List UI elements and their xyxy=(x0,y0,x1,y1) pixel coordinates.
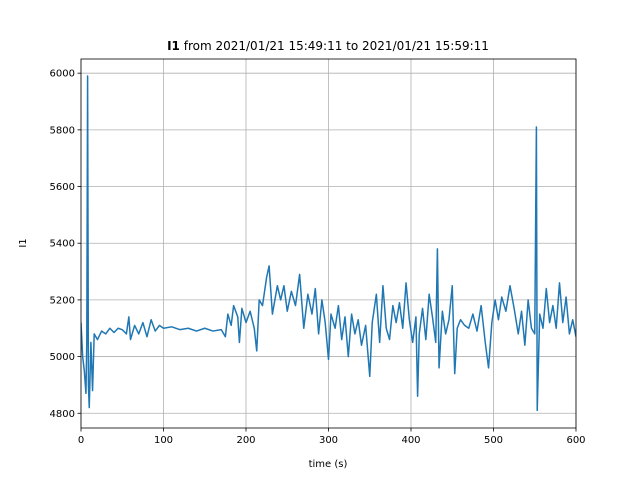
plot-frame xyxy=(80,58,577,429)
x-tick-label: 100 xyxy=(154,435,173,446)
y-tick-label: 5800 xyxy=(50,125,75,136)
line-series xyxy=(81,75,576,412)
y-tick-label: 5400 xyxy=(50,239,75,250)
x-tick-label: 300 xyxy=(319,435,338,446)
y-tick-label: 4800 xyxy=(50,409,75,420)
x-tick-label: 0 xyxy=(78,435,84,446)
x-tick-label: 400 xyxy=(401,435,420,446)
x-axis-label: time (s) xyxy=(309,459,348,470)
y-axis-label: I1 xyxy=(18,238,29,247)
y-tick-label: 6000 xyxy=(50,69,75,80)
x-tick-label: 600 xyxy=(566,435,585,446)
y-tick-label: 5600 xyxy=(50,182,75,193)
y-tick-label: 5000 xyxy=(50,352,75,363)
title-text: from 2021/01/21 15:49:11 to 2021/01/21 1… xyxy=(184,39,489,53)
x-tick-label: 500 xyxy=(484,435,503,446)
y-tick-label: 5200 xyxy=(50,295,75,306)
title-bold: I1 xyxy=(167,39,180,53)
x-tick-label: 200 xyxy=(236,435,255,446)
chart-title: I1 from 2021/01/21 15:49:11 to 2021/01/2… xyxy=(167,39,489,53)
